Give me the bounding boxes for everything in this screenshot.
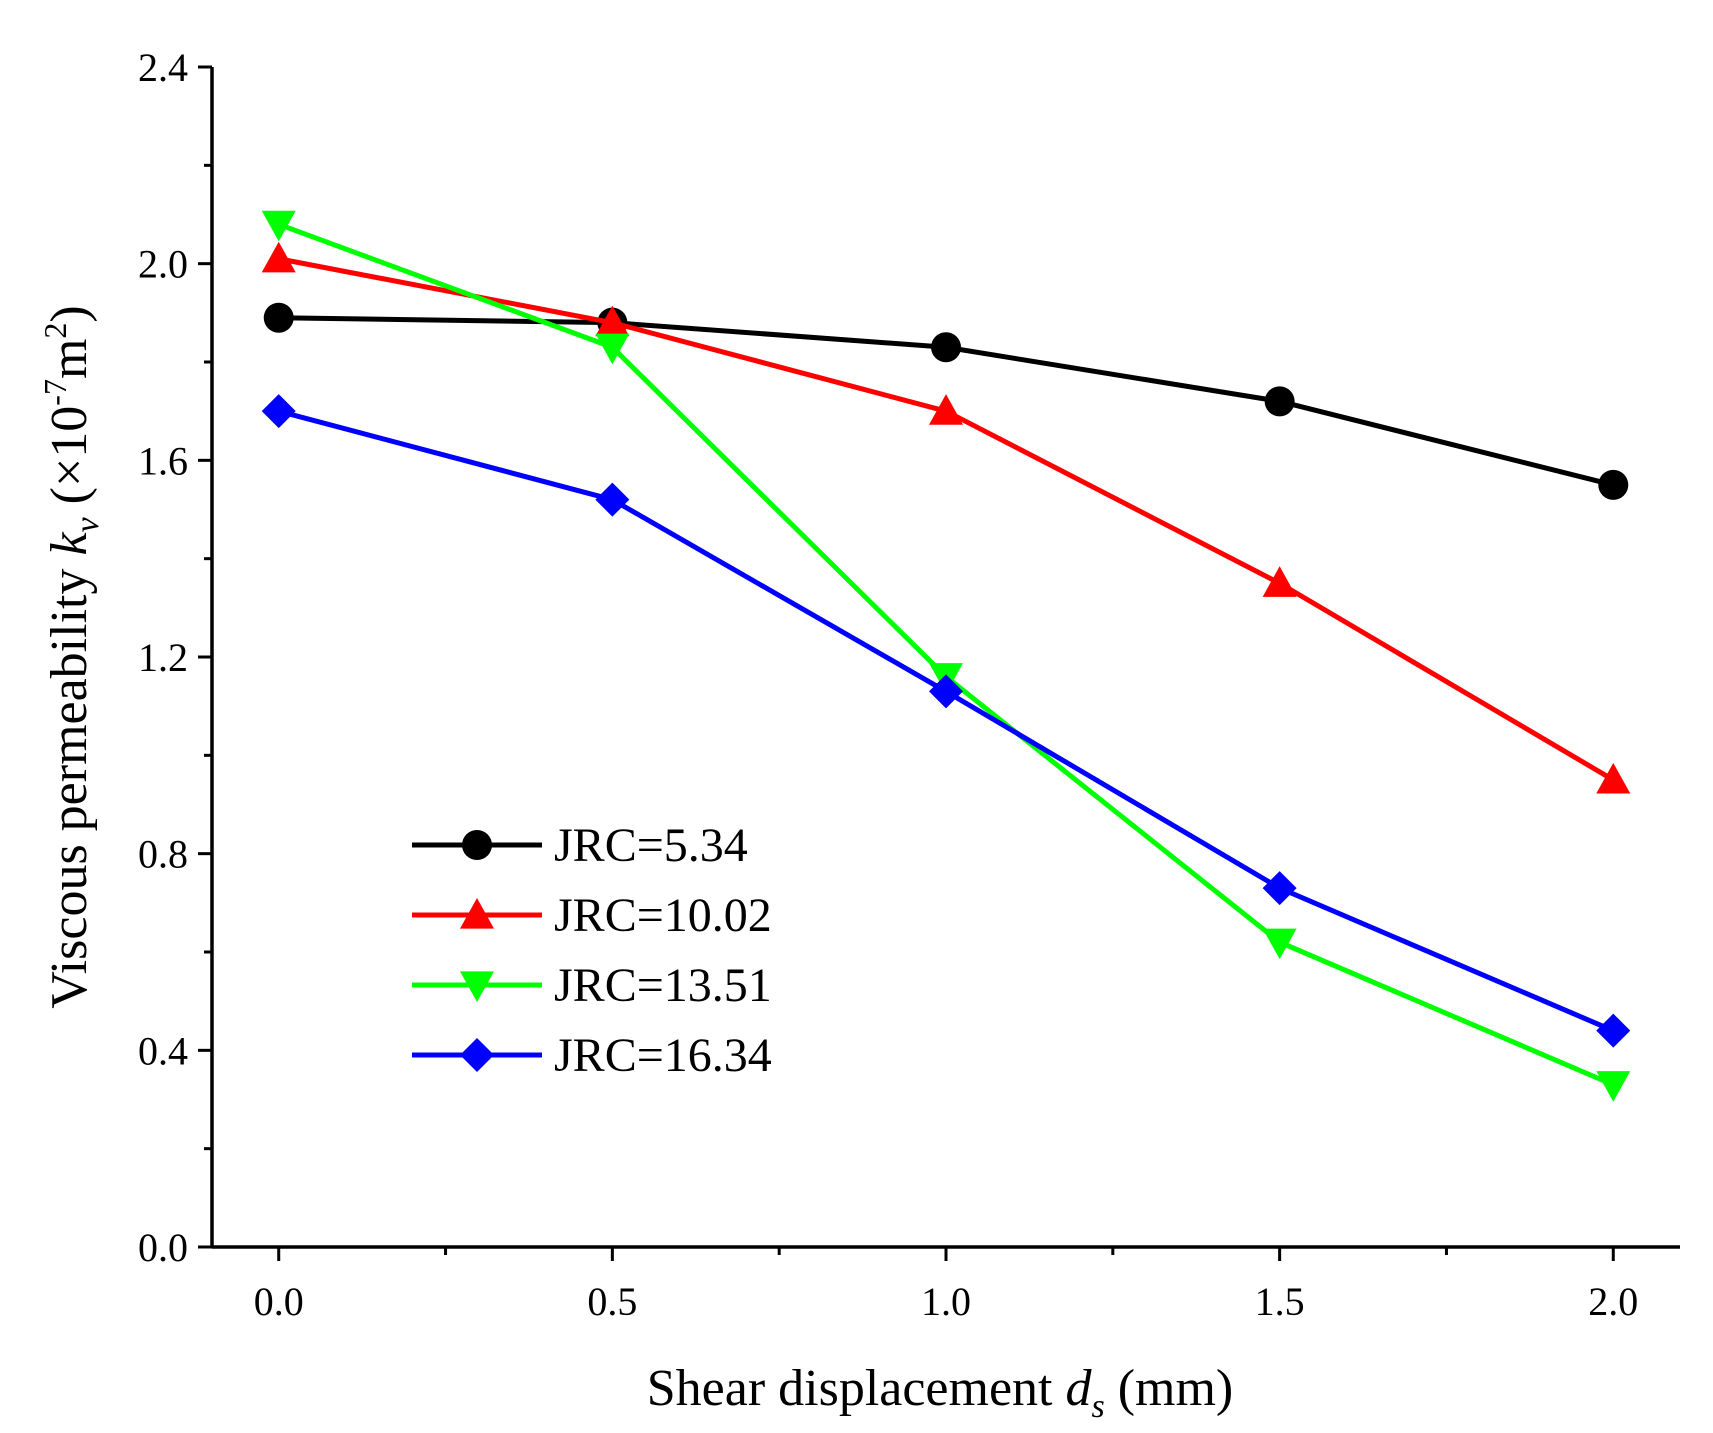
data-point [1596, 1013, 1631, 1048]
data-point [1596, 1071, 1631, 1102]
y-tick-label: 0.0 [138, 1225, 188, 1270]
legend-item: JRC=13.51 [412, 959, 772, 1012]
data-point [1262, 928, 1297, 960]
legend: JRC=5.34 JRC=10.02 JRC=13.51 JRC=16.34 [412, 819, 772, 1082]
data-point [929, 394, 963, 425]
x-ticks: 0.0 0.5 1.0 1.5 2.0 [254, 1247, 1638, 1324]
legend-item: JRC=5.34 [412, 819, 748, 872]
legend-item: JRC=10.02 [412, 889, 772, 942]
data-point [595, 305, 630, 337]
data-point [263, 302, 294, 333]
y-tick-label: 0.8 [138, 832, 188, 877]
series-1 [263, 302, 1629, 500]
y-tick-label: 1.2 [138, 635, 188, 680]
legend-label: JRC=16.34 [554, 1029, 772, 1082]
legend-marker [460, 898, 494, 929]
legend-marker [460, 1038, 494, 1072]
legend-label: JRC=5.34 [554, 819, 748, 872]
x-tick-label: 0.5 [587, 1279, 637, 1324]
data-point [1596, 762, 1631, 794]
y-axis-title: Viscous permeability kv (×10-7m2) [37, 305, 106, 1009]
data-point [595, 482, 630, 517]
x-tick-label: 1.5 [1255, 1279, 1305, 1324]
x-axis-title: Shear displacement ds (mm) [647, 1360, 1234, 1425]
legend-label: JRC=13.51 [554, 959, 772, 1012]
x-tick-label: 1.0 [921, 1279, 971, 1324]
data-point [1262, 871, 1297, 906]
series-line [278, 408, 1615, 1033]
data-point [261, 394, 296, 429]
data-point [1262, 566, 1297, 597]
legend-item: JRC=16.34 [412, 1029, 772, 1082]
data-point [1598, 469, 1629, 500]
y-ticks: 0.0 0.4 0.8 1.2 1.6 2.0 2.4 [138, 45, 212, 1270]
y-tick-label: 2.0 [138, 242, 188, 287]
series-4 [261, 394, 1631, 1048]
y-tick-label: 0.4 [138, 1028, 188, 1073]
legend-marker [460, 971, 494, 1002]
legend-label: JRC=10.02 [554, 889, 772, 942]
data-point [595, 333, 630, 365]
data-point [931, 332, 961, 363]
series-2 [261, 241, 1631, 794]
data-point [261, 210, 296, 242]
legend-marker [462, 830, 492, 860]
y-tick-label: 1.6 [138, 438, 188, 483]
x-tick-label: 0.0 [254, 1279, 304, 1324]
data-point [929, 674, 963, 709]
series-layer [261, 210, 1631, 1102]
data-point [1264, 386, 1295, 417]
plot-axes [210, 67, 1680, 1249]
x-tick-label: 2.0 [1588, 1279, 1638, 1324]
y-tick-label: 2.4 [138, 45, 188, 90]
data-point [261, 241, 296, 273]
